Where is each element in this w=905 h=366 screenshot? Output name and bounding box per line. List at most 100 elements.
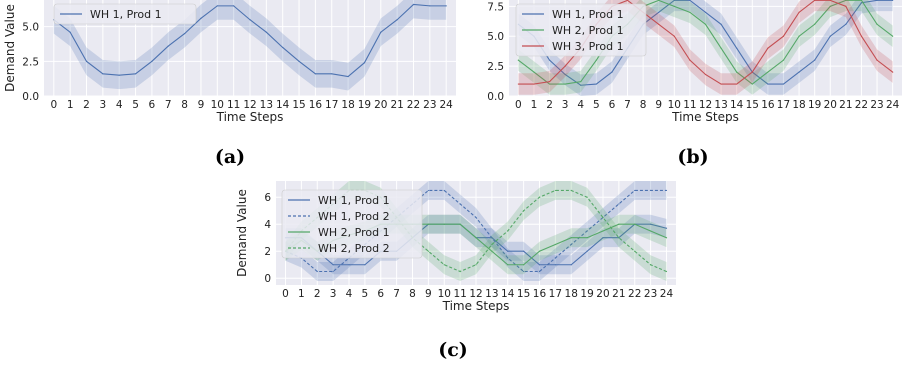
- data-point: [634, 223, 636, 225]
- data-point: [507, 264, 509, 266]
- series-band-1: [53, 0, 447, 91]
- data-point: [782, 83, 785, 85]
- data-point: [814, 0, 816, 1]
- data-point: [658, 0, 660, 1]
- x-tick-label: 18: [792, 99, 805, 111]
- legend-box: [53, 3, 197, 25]
- data-point: [548, 59, 551, 61]
- data-point: [618, 223, 620, 225]
- data-point: [892, 35, 894, 37]
- x-tick-label: 2: [83, 99, 90, 111]
- data-point: [860, 2, 863, 4]
- x-tick-label: 11: [227, 99, 240, 111]
- data-point: [523, 210, 525, 212]
- x-axis-label: Time Steps: [216, 110, 284, 124]
- x-tick-label: 11: [683, 99, 696, 111]
- data-point: [523, 250, 525, 252]
- data-point: [298, 60, 300, 62]
- data-point: [876, 0, 878, 1]
- x-tick-label: 12: [699, 99, 712, 111]
- data-point: [602, 230, 604, 232]
- data-point: [533, 71, 535, 73]
- x-tick-label: 15: [746, 99, 759, 111]
- data-point: [767, 71, 769, 73]
- x-tick-label: 7: [165, 99, 172, 111]
- data-point: [564, 83, 566, 85]
- data-point: [845, 0, 847, 1]
- series-band-2: [285, 181, 667, 281]
- data-point: [634, 250, 636, 252]
- x-tick-label: 10: [438, 288, 451, 300]
- x-tick-label: 24: [660, 288, 674, 300]
- series-band-2: [518, 0, 893, 95]
- data-point: [332, 270, 334, 273]
- legend-label-2: WH 1, Prod 2: [318, 210, 390, 223]
- data-point: [427, 189, 429, 192]
- data-point: [548, 83, 551, 85]
- data-point: [876, 59, 878, 61]
- data-point: [570, 237, 572, 239]
- x-tick-label: 2: [314, 288, 321, 300]
- data-point: [704, 11, 707, 13]
- data-point: [233, 5, 235, 7]
- x-tick-label: 17: [549, 288, 562, 300]
- x-tick-label: 2: [546, 99, 553, 111]
- x-tick-label: 5: [132, 99, 139, 111]
- data-point: [507, 257, 509, 259]
- x-tick-label: 3: [562, 99, 569, 111]
- data-point: [491, 237, 493, 239]
- data-point: [876, 23, 878, 25]
- data-point: [475, 216, 477, 219]
- legend-label-4: WH 2, Prod 2: [318, 242, 390, 255]
- legend: WH 1, Prod 1: [53, 3, 197, 25]
- data-point: [216, 5, 218, 7]
- data-point: [564, 73, 566, 76]
- data-point: [538, 264, 541, 266]
- y-tick-label: 7.5: [487, 1, 504, 13]
- x-tick-label: 0: [50, 99, 57, 111]
- data-point: [118, 74, 120, 76]
- data-point: [602, 237, 604, 239]
- x-tick-label: 12: [469, 288, 482, 300]
- data-point: [798, 11, 800, 13]
- x-tick-label: 18: [341, 99, 354, 111]
- x-tick-label: 23: [870, 99, 883, 111]
- x-tick-label: 6: [609, 99, 616, 111]
- data-point: [814, 23, 816, 25]
- x-tick-label: 7: [624, 99, 631, 111]
- panel-caption: (b): [677, 146, 708, 168]
- x-tick-label: 8: [640, 99, 647, 111]
- x-tick-label: 4: [577, 99, 584, 111]
- data-point: [767, 83, 769, 85]
- data-point: [380, 31, 382, 33]
- data-point: [611, 71, 613, 73]
- data-point: [445, 5, 447, 7]
- data-point: [720, 47, 722, 49]
- data-point: [459, 270, 461, 273]
- data-point: [665, 189, 668, 192]
- data-point: [720, 23, 722, 25]
- data-point: [595, 83, 597, 85]
- data-point: [475, 264, 477, 266]
- data-point: [459, 223, 461, 225]
- x-tick-label: 22: [855, 99, 868, 111]
- x-tick-label: 4: [116, 99, 123, 111]
- panel-caption: (a): [215, 146, 245, 168]
- data-point: [814, 59, 816, 61]
- data-point: [443, 264, 445, 266]
- data-point: [798, 35, 800, 37]
- x-tick-label: 1: [298, 288, 305, 300]
- data-point: [892, 0, 894, 1]
- x-tick-label: 3: [100, 99, 107, 111]
- data-point: [650, 189, 652, 192]
- data-point: [102, 73, 104, 75]
- x-tick-label: 14: [501, 288, 515, 300]
- x-tick-label: 21: [839, 99, 852, 111]
- x-tick-label: 24: [886, 99, 900, 111]
- x-tick-label: 23: [644, 288, 657, 300]
- data-point: [892, 71, 894, 73]
- data-point: [69, 31, 71, 33]
- y-tick-label: 2.5: [487, 61, 504, 73]
- x-tick-label: 9: [655, 99, 662, 111]
- y-tick-label: 2.5: [22, 56, 39, 68]
